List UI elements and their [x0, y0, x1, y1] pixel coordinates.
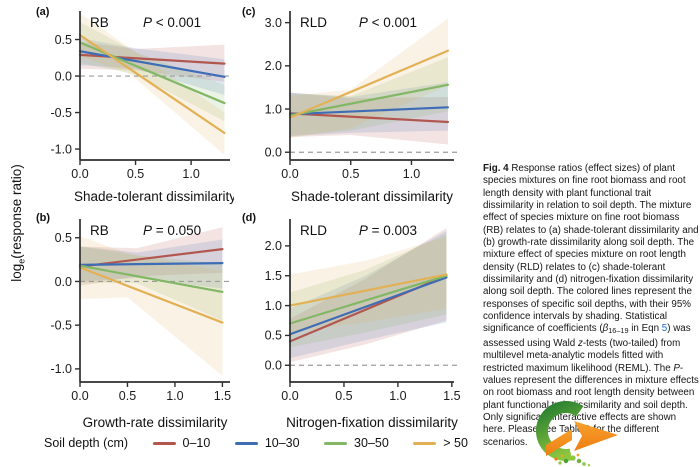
- svg-text:Shade-tolerant dissimilarity: Shade-tolerant dissimilarity: [291, 189, 453, 204]
- logo-orange-arrow-icon: [546, 429, 572, 456]
- svg-text:-1.0: -1.0: [50, 142, 72, 156]
- svg-text:P < 0.001: P < 0.001: [359, 15, 417, 30]
- svg-text:Nitrogen-fixation dissimilarit: Nitrogen-fixation dissimilarity: [286, 415, 458, 430]
- svg-text:-1.0: -1.0: [50, 362, 72, 376]
- svg-text:RB: RB: [90, 15, 109, 30]
- svg-text:P < 0.001: P < 0.001: [143, 15, 201, 30]
- legend-item-0-10: 0–10: [152, 436, 211, 450]
- panel-a: (a) -1.0 -0.5 0.0 0.5 0.0 0.5 1.0 RB P < 0.001 Sh…: [34, 6, 234, 206]
- soil-depth-legend: Soil depth (cm) 0–10 10–30 30–50 > 50: [44, 436, 468, 450]
- legend-item-gt-50: > 50: [413, 436, 468, 450]
- svg-text:0.0: 0.0: [71, 389, 88, 403]
- caption-text: Fig. 4: [483, 163, 509, 174]
- caption-text: z: [577, 337, 583, 349]
- svg-text:P = 0.050: P = 0.050: [143, 223, 201, 238]
- svg-text:-0.5: -0.5: [50, 318, 72, 332]
- svg-text:RLD: RLD: [300, 223, 327, 238]
- caption-link[interactable]: 5: [661, 323, 668, 335]
- logo-dots-icon: [554, 453, 591, 467]
- legend-swatch-orange: [413, 441, 437, 445]
- legend-swatch-red: [152, 441, 176, 445]
- svg-text:P = 0.003: P = 0.003: [359, 223, 417, 238]
- svg-text:0.5: 0.5: [127, 167, 144, 181]
- svg-text:0.0: 0.0: [55, 69, 72, 83]
- caption-text: 16–19: [608, 326, 629, 336]
- panel-b-letter: (b): [36, 212, 51, 224]
- svg-text:0.0: 0.0: [55, 275, 72, 289]
- legend-label: 0–10: [182, 436, 211, 450]
- caption-text: β: [602, 323, 609, 335]
- svg-text:1.0: 1.0: [265, 102, 282, 116]
- panel-a-letter: (a): [36, 6, 50, 18]
- legend-title: Soil depth (cm): [44, 436, 129, 450]
- panel-c-plot: 0.0 1.0 2.0 3.0 0.0 0.5 1.0 RLD P < 0.001 Shade-t…: [265, 11, 461, 204]
- panel-d-plot: 0.0 0.5 1.0 1.5 2.0 0.0 0.5 1.0 1.5 RLD P = 0.003 N…: [265, 219, 461, 430]
- y-axis-label: loge(response ratio): [9, 138, 27, 308]
- caption-text: -values represent the differences in mix…: [483, 362, 699, 436]
- logo-orange-arrowhead-icon: [574, 421, 618, 451]
- svg-text:1.0: 1.0: [182, 167, 199, 181]
- legend-label: 10–30: [264, 436, 300, 450]
- y-axis-label-log: log: [9, 263, 24, 282]
- svg-text:2.0: 2.0: [265, 239, 282, 253]
- svg-text:1.0: 1.0: [166, 389, 183, 403]
- legend-swatch-blue: [234, 441, 258, 445]
- svg-text:Shade-tolerant dissimilarity: Shade-tolerant dissimilarity: [74, 189, 234, 204]
- caption-text: ) was assessed using Wald: [483, 323, 691, 349]
- svg-text:1.5: 1.5: [265, 269, 282, 283]
- svg-text:Growth-rate dissimilarity: Growth-rate dissimilarity: [83, 415, 228, 430]
- panel-c: (c) 0.0 1.0 2.0 3.0 0.0 0.5 1.0 RLD P < 0.001 Sha…: [240, 6, 462, 206]
- legend-label: 30–50: [354, 436, 389, 450]
- svg-text:0.0: 0.0: [265, 359, 282, 373]
- svg-text:RLD: RLD: [300, 15, 327, 30]
- svg-text:0.5: 0.5: [335, 389, 352, 403]
- caption-text: -tests (two-tailed) from multilevel meta…: [483, 337, 681, 374]
- svg-text:0.5: 0.5: [265, 329, 282, 343]
- svg-text:1.0: 1.0: [403, 167, 420, 181]
- caption-text: for the different scenarios.: [483, 424, 660, 448]
- svg-text:3.0: 3.0: [265, 16, 282, 30]
- svg-text:1.0: 1.0: [389, 389, 406, 403]
- svg-text:1.5: 1.5: [443, 389, 460, 403]
- panel-d: (d) 0.0 0.5 1.0 1.5 2.0 0.0 0.5 1.0 1.5 RLD P = 0.…: [240, 212, 462, 432]
- figure-caption: Fig. 4 Response ratios (effect sizes) of…: [483, 163, 699, 449]
- svg-text:0.0: 0.0: [265, 146, 282, 160]
- svg-text:0.0: 0.0: [71, 167, 88, 181]
- y-axis-label-rest: (response ratio): [9, 164, 24, 259]
- caption-text: Response ratios (effect sizes) of plant …: [483, 163, 699, 335]
- svg-text:0.0: 0.0: [281, 167, 298, 181]
- svg-text:0.0: 0.0: [281, 389, 298, 403]
- y-axis-label-sub: e: [16, 258, 27, 264]
- svg-text:1.5: 1.5: [214, 389, 231, 403]
- legend-item-30-50: 30–50: [324, 436, 389, 450]
- svg-text:2.0: 2.0: [265, 59, 282, 73]
- svg-text:0.5: 0.5: [342, 167, 359, 181]
- svg-text:1.0: 1.0: [265, 299, 282, 313]
- caption-text: P: [673, 362, 680, 374]
- panel-a-plot: -1.0 -0.5 0.0 0.5 0.0 0.5 1.0 RB P < 0.001 Shade-…: [50, 11, 234, 204]
- panel-c-letter: (c): [242, 6, 256, 18]
- panel-b-plot: -1.0 -0.5 0.0 0.5 0.0 0.5 1.0 1.5 RB P = 0.050 Gro…: [50, 219, 233, 430]
- legend-swatch-green: [324, 441, 348, 445]
- svg-text:0.5: 0.5: [55, 231, 72, 245]
- svg-text:0.5: 0.5: [55, 33, 72, 47]
- caption-text: in Eqn: [628, 323, 662, 335]
- watermark-logo: [535, 400, 618, 467]
- panel-d-letter: (d): [242, 212, 257, 224]
- legend-item-10-30: 10–30: [234, 436, 300, 450]
- panel-b: (b) -1.0 -0.5 0.0 0.5 0.0 0.5 1.0 1.5 RB P = 0.05…: [34, 212, 234, 432]
- svg-text:RB: RB: [90, 223, 109, 238]
- svg-text:0.5: 0.5: [119, 389, 136, 403]
- logo-green-swoosh-icon: [535, 400, 584, 461]
- legend-label: > 50: [443, 436, 468, 450]
- svg-text:-0.5: -0.5: [50, 106, 72, 120]
